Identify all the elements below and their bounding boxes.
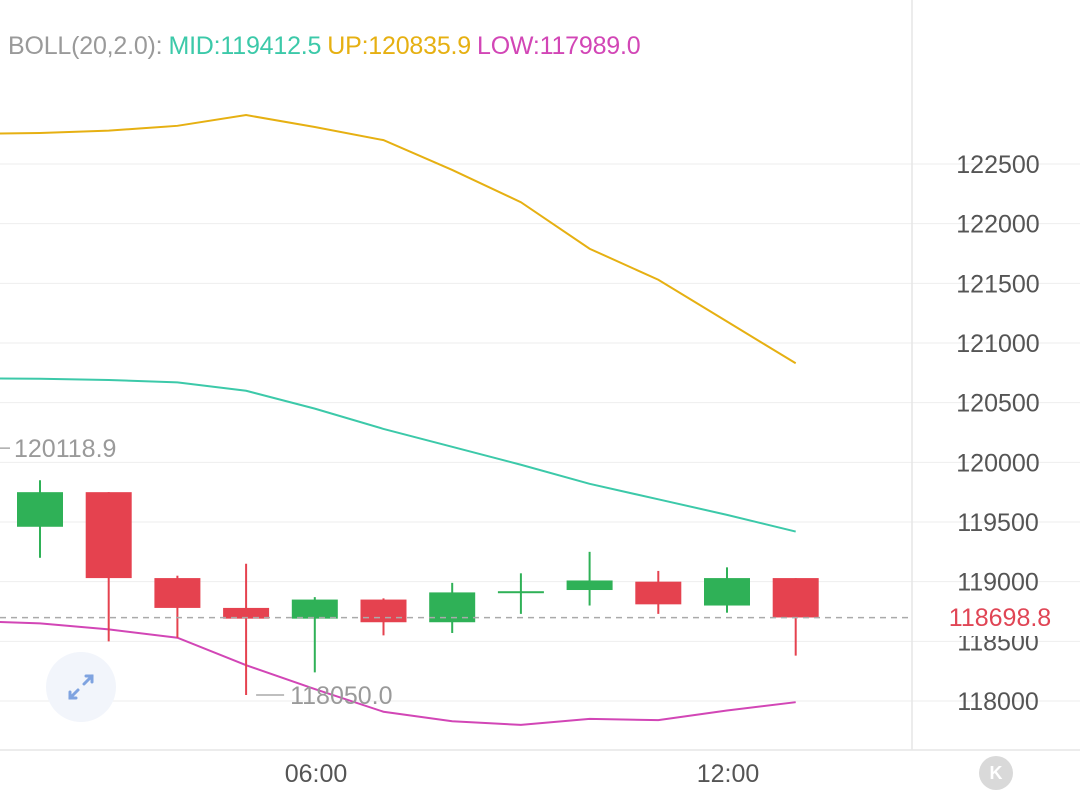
x-tick-label: 12:00: [697, 760, 760, 788]
boll-legend: BOLL(20,2.0): MID:119412.5 UP:120835.9 LOW:…: [8, 32, 646, 61]
candle-body: [85, 492, 132, 579]
boll-mid-value: MID:119412.5: [168, 32, 322, 60]
candle-body: [17, 492, 63, 527]
y-tick-label: 118000: [957, 688, 1039, 716]
x-tick-label: 06:00: [285, 760, 348, 788]
annotations: 120118.9 118050.0: [0, 435, 912, 710]
y-tick-label: 119500: [957, 509, 1039, 537]
expand-icon: [68, 674, 94, 700]
k-button[interactable]: K: [979, 756, 1013, 790]
band-line-low: [0, 621, 796, 726]
y-tick-label: 121500: [956, 270, 1039, 298]
band-line-up: [0, 114, 797, 365]
y-tick-label: 120500: [956, 390, 1039, 418]
boll-up-value: UP:120835.9: [327, 32, 471, 60]
candle-body: [497, 591, 544, 594]
candles: [17, 480, 819, 696]
y-tick-label: 119000: [957, 569, 1039, 597]
bollinger-bands: [0, 114, 797, 726]
boll-low-value: LOW:117989.0: [476, 32, 641, 60]
candle-body: [223, 607, 270, 619]
band-line-mid: [0, 377, 796, 533]
expand-button[interactable]: [46, 652, 116, 722]
candle-body: [772, 578, 819, 618]
y-tick-label: 120000: [956, 449, 1039, 477]
candle-body: [635, 581, 682, 605]
candle-body: [154, 578, 201, 608]
candle-body: [704, 578, 750, 606]
candle-body: [291, 599, 338, 619]
current-price-label: 118698.8: [920, 600, 1080, 636]
candle-body: [360, 599, 407, 623]
y-tick-label: 121000: [956, 330, 1039, 358]
axes: 122500 122000 121500 121000 120500 120000 1195…: [285, 151, 1040, 788]
y-tick-label: 122000: [956, 211, 1039, 239]
grid: [0, 0, 1080, 751]
candle-body: [566, 580, 613, 591]
low-price-label: 118050.0: [290, 682, 392, 710]
boll-label: BOLL(20,2.0):: [8, 32, 163, 60]
y-tick-label: 122500: [956, 151, 1039, 179]
high-price-label: 120118.9: [14, 435, 116, 463]
